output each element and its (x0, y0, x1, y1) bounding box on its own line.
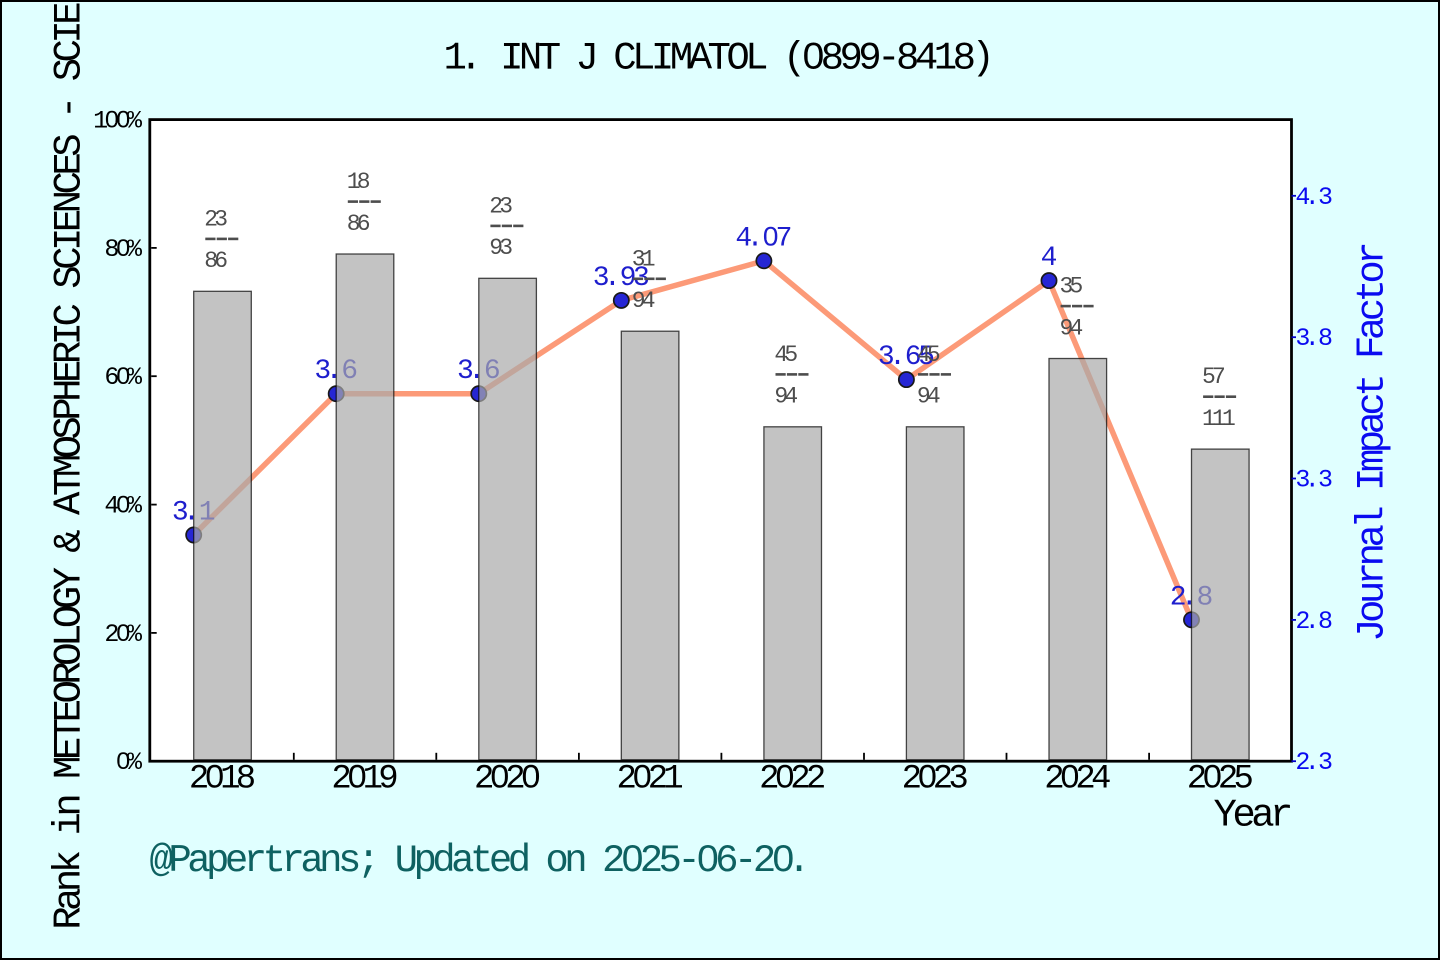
svg-text:Year: Year (1214, 793, 1291, 837)
svg-text:3.65: 3.65 (878, 342, 934, 373)
svg-text:4.07: 4.07 (735, 223, 790, 254)
svg-text:18: 18 (347, 169, 370, 195)
svg-text:23: 23 (204, 206, 227, 232)
svg-text:2018: 2018 (189, 761, 255, 799)
svg-text:94: 94 (774, 384, 797, 410)
svg-text:3.8: 3.8 (1295, 324, 1332, 353)
svg-text:93: 93 (489, 235, 512, 261)
svg-text:1. INT J CLIMATOL (0899-8418): 1. INT J CLIMATOL (0899-8418) (444, 37, 991, 81)
svg-text:2.8: 2.8 (1295, 607, 1332, 636)
svg-text:57: 57 (1202, 364, 1224, 390)
svg-text:94: 94 (632, 288, 655, 314)
svg-text:2025: 2025 (1187, 761, 1253, 799)
svg-text:94: 94 (1060, 315, 1083, 341)
svg-text:100%: 100% (93, 107, 143, 136)
svg-text:2023: 2023 (902, 761, 968, 799)
svg-text:23: 23 (489, 193, 512, 219)
svg-text:Rank in METEOROLOGY & ATMOSPHE: Rank in METEOROLOGY & ATMOSPHERIC SCIENC… (47, 3, 91, 930)
svg-text:45: 45 (774, 342, 797, 368)
svg-text:2019: 2019 (331, 761, 397, 799)
svg-text:2022: 2022 (759, 761, 824, 799)
svg-text:35: 35 (1060, 274, 1083, 300)
svg-text:4.3: 4.3 (1295, 183, 1332, 212)
svg-text:Journal Impact Factor: Journal Impact Factor (1351, 245, 1395, 642)
svg-text:111: 111 (1202, 406, 1235, 432)
svg-text:@Papertrans; Updated on 2025-0: @Papertrans; Updated on 2025-06-20. (150, 839, 807, 883)
svg-text:94: 94 (917, 384, 940, 410)
svg-text:31: 31 (632, 246, 655, 272)
svg-text:2021: 2021 (617, 761, 683, 799)
svg-text:86: 86 (204, 248, 227, 274)
svg-text:45: 45 (917, 342, 940, 368)
svg-text:3.3: 3.3 (1295, 466, 1332, 495)
svg-text:2.3: 2.3 (1295, 748, 1332, 777)
svg-text:86: 86 (347, 211, 370, 237)
svg-text:2024: 2024 (1044, 761, 1110, 799)
